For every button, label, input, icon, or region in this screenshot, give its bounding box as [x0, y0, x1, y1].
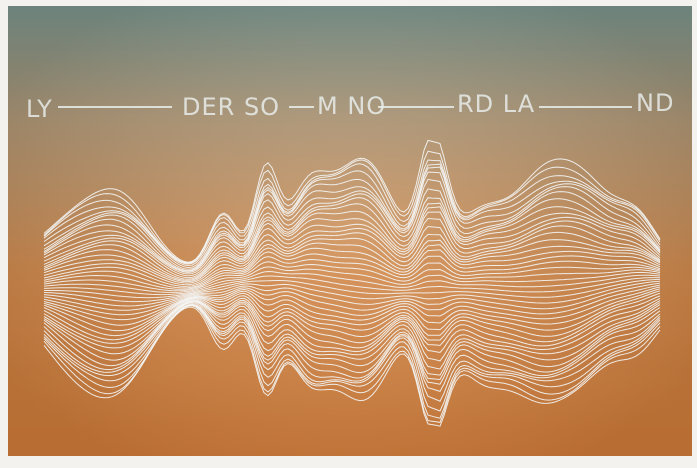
photo: LY DER SO M NO RD LA ND — [8, 6, 692, 456]
wave-line — [43, 300, 661, 362]
wave-line — [43, 163, 661, 265]
wave-line — [44, 278, 661, 299]
wave-line — [43, 202, 661, 274]
wave-line — [43, 242, 661, 284]
wave-line — [43, 166, 661, 267]
wave-line — [43, 211, 661, 277]
wave-line — [43, 288, 661, 325]
wave-line — [43, 303, 661, 393]
wave-line — [43, 261, 661, 290]
wave-line — [43, 301, 661, 381]
wave-line — [43, 256, 661, 289]
wave-line — [43, 300, 661, 376]
wave-line — [43, 275, 661, 296]
word: LY — [26, 95, 53, 123]
wave-line — [43, 304, 661, 402]
wave-line — [43, 150, 661, 264]
wave-line — [43, 300, 661, 354]
wave-line — [43, 270, 661, 293]
wave-line — [43, 139, 661, 263]
title-words: LY DER SO M NO RD LA ND — [26, 89, 674, 123]
wave-line — [43, 284, 661, 315]
vignette — [8, 6, 692, 456]
wave-line — [43, 159, 661, 264]
wave-line — [43, 304, 661, 419]
wave-line — [43, 178, 661, 270]
wave-line — [43, 282, 661, 310]
word: M NO — [317, 92, 386, 120]
wave-line — [43, 247, 661, 286]
word: DER SO — [182, 93, 280, 121]
wave-line — [43, 306, 661, 427]
wave-line — [43, 266, 661, 292]
wave-line — [43, 304, 661, 412]
wave-line — [43, 302, 661, 385]
word: ND — [636, 89, 674, 117]
wave-line — [43, 295, 661, 343]
wave-line — [43, 251, 661, 287]
wave-line — [43, 171, 661, 269]
wave-line — [43, 297, 661, 347]
wave-line — [43, 280, 661, 304]
wave-line — [43, 290, 661, 331]
wave-line — [43, 225, 661, 280]
wave-line — [43, 206, 661, 275]
wave-line — [43, 188, 661, 272]
wave-line — [43, 300, 661, 370]
wave-line — [43, 232, 661, 281]
waveform — [43, 139, 661, 427]
wave-line — [43, 217, 661, 279]
word: RD LA — [457, 90, 535, 118]
wave-line — [43, 292, 661, 337]
wave-line — [43, 237, 661, 283]
wave-line — [43, 286, 661, 320]
wave-line — [43, 197, 661, 272]
